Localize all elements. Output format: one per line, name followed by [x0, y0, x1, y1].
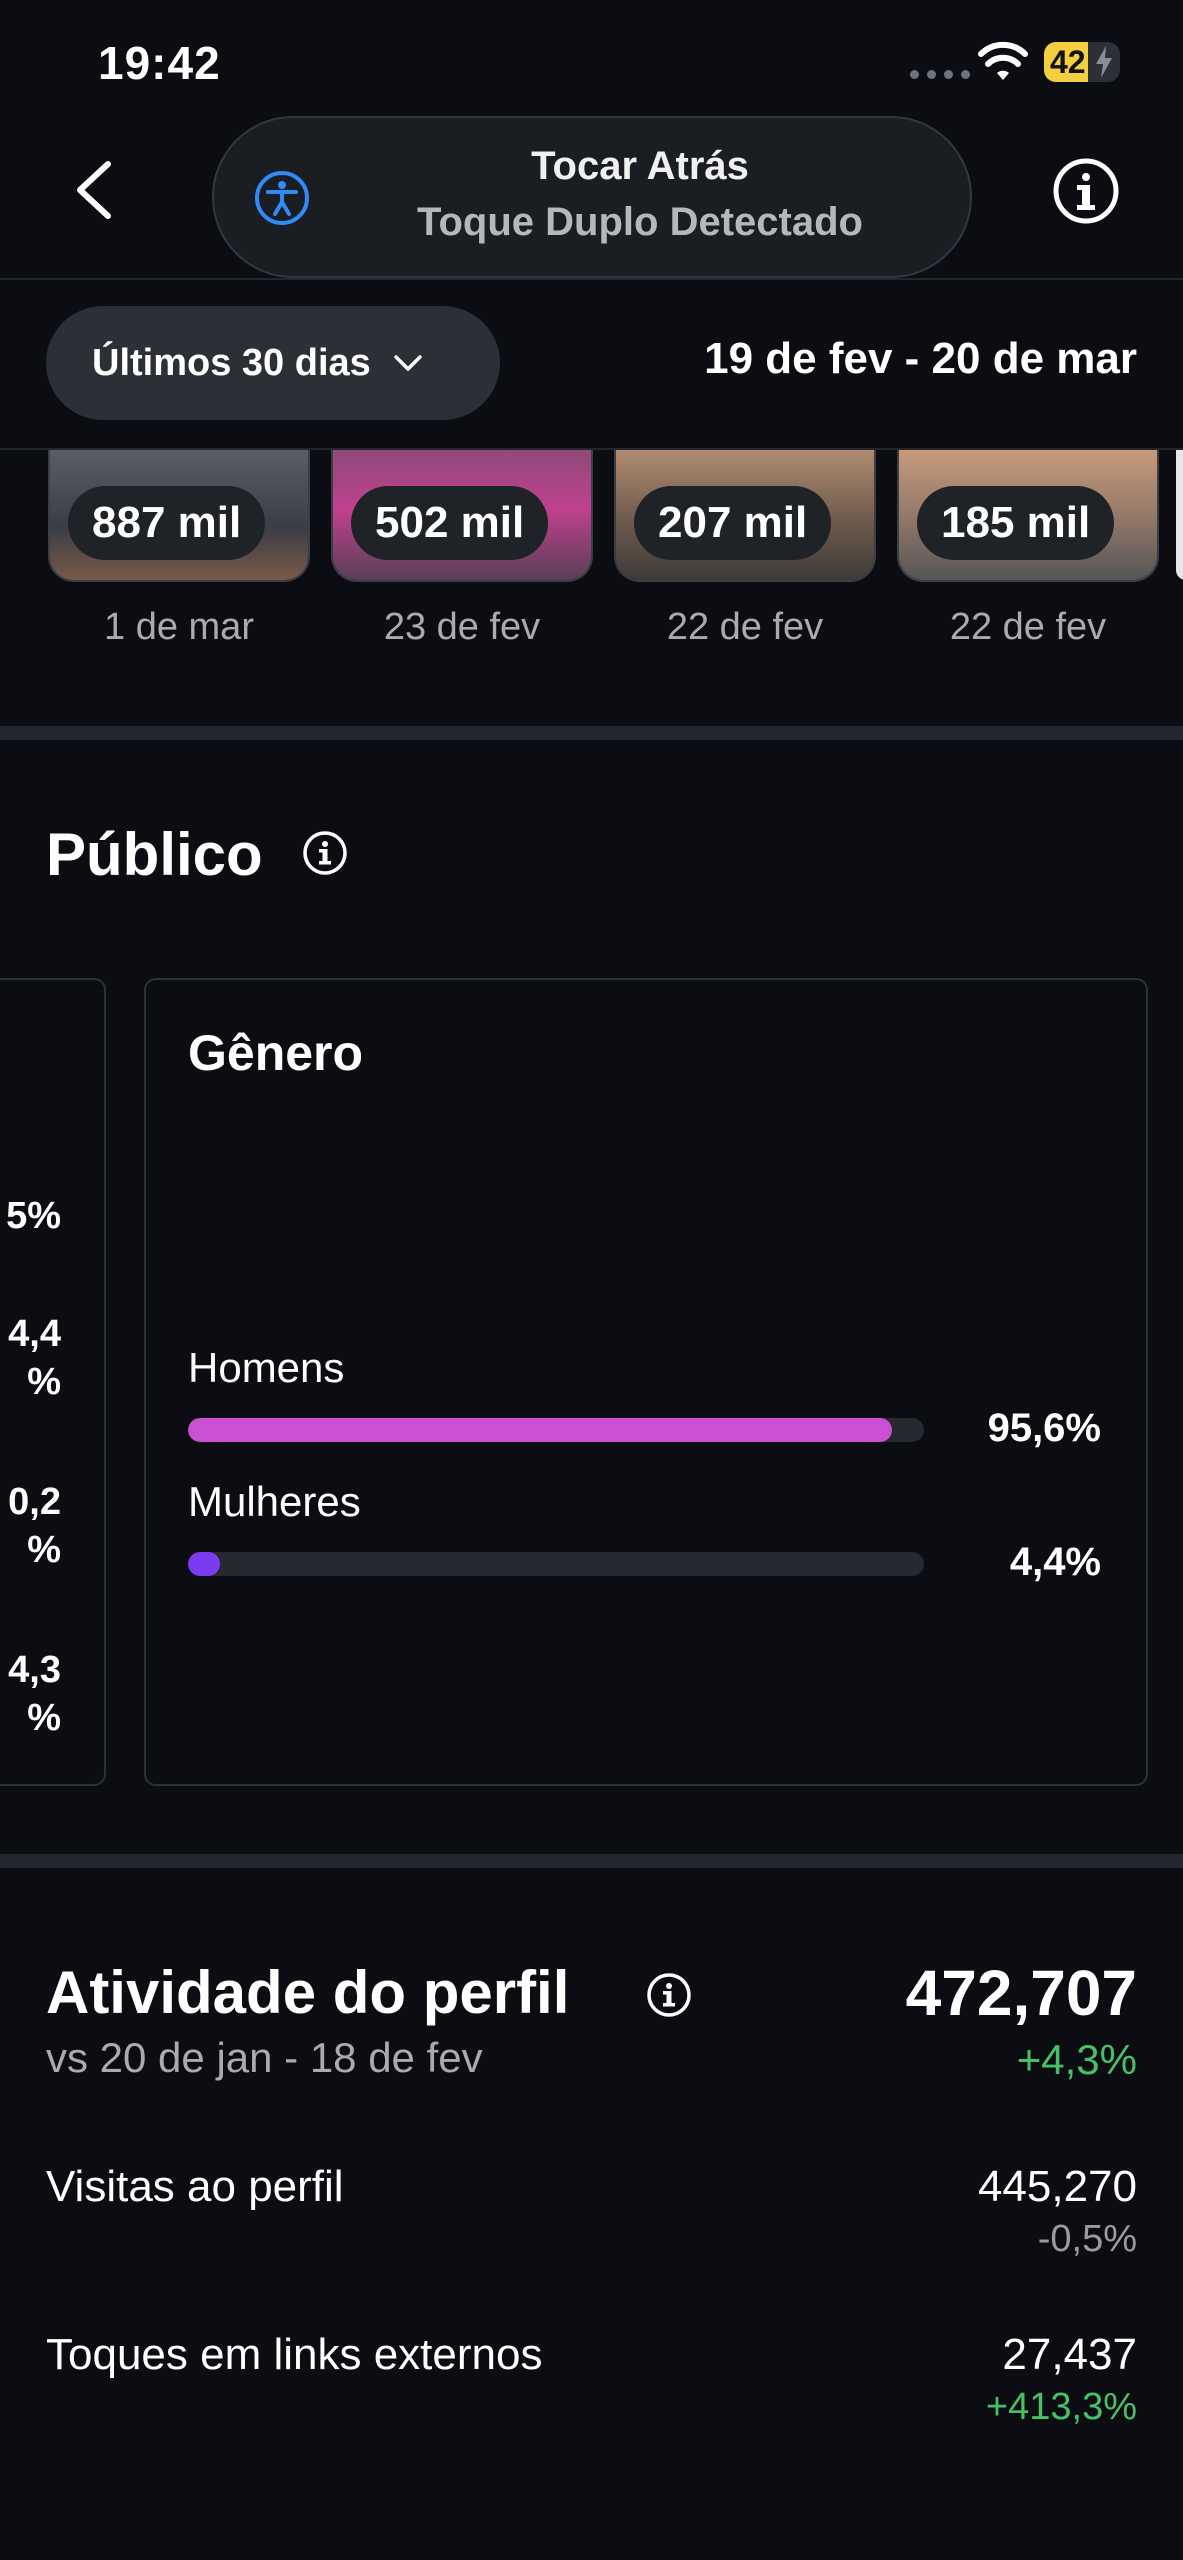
metric-value: 27,437 [1002, 2330, 1137, 2379]
total-value: 472,707 [905, 1957, 1137, 2029]
info-icon[interactable] [1052, 157, 1120, 225]
reel-thumbnail[interactable] [1176, 450, 1183, 580]
banner-subtitle: Toque Duplo Detectado [417, 200, 863, 244]
chevron-down-icon [394, 355, 422, 371]
date-range: 19 de fev - 20 de mar [704, 334, 1137, 383]
info-icon[interactable] [302, 830, 348, 876]
info-icon[interactable] [646, 1972, 692, 2018]
reel-view-count: 207 mil [634, 486, 832, 560]
total-change: +4,3% [1016, 2036, 1137, 2083]
reel-view-count: 502 mil [351, 486, 549, 560]
gender-bar-fill [188, 1552, 221, 1576]
divider [0, 448, 1183, 450]
banner-title: Tocar Atrás [531, 144, 749, 188]
wifi-icon [978, 41, 1028, 80]
reel-date: 22 de fev [666, 606, 824, 648]
reel-view-count: 887 mil [68, 486, 266, 560]
gender-bar-track [188, 1418, 924, 1442]
metric-change: +413,3% [985, 2386, 1137, 2428]
gender-bar-fill [188, 1418, 892, 1442]
metric-label: Toques em links externos [46, 2330, 543, 2379]
card-value: 4,4 [8, 1313, 61, 1355]
card-value: 0,2 [8, 1481, 61, 1523]
reel-date: 22 de fev [949, 606, 1107, 648]
status-time: 19:42 [98, 37, 221, 89]
card-value: % [27, 1529, 61, 1571]
compare-period: vs 20 de jan - 18 de fev [46, 2034, 483, 2081]
card-value: 4,3 [8, 1649, 61, 1691]
gender-label: Homens [188, 1344, 345, 1391]
gender-bar-track [188, 1552, 924, 1576]
accessibility-banner [212, 116, 972, 278]
gender-card[interactable] [144, 978, 1148, 1786]
card-value: 5% [6, 1195, 61, 1237]
reel-thumbnail[interactable]: 185 mil [897, 450, 1159, 582]
battery-level: 42 [1050, 44, 1086, 80]
reel-view-count: 185 mil [917, 486, 1115, 560]
gender-percent: 95,6% [987, 1406, 1101, 1450]
period-dropdown[interactable]: Últimos 30 dias [46, 306, 500, 420]
reel-date: 1 de mar [104, 606, 254, 648]
charging-bolt-icon [1096, 46, 1112, 78]
divider [0, 278, 1183, 280]
section-divider [0, 726, 1183, 740]
reel-thumbnail[interactable]: 502 mil [331, 450, 593, 582]
section-divider [0, 1854, 1183, 1868]
reel-thumbnail[interactable]: 887 mil [48, 450, 310, 582]
accessibility-icon [255, 171, 309, 225]
battery-icon: 42 [1044, 42, 1120, 82]
card-value: % [27, 1697, 61, 1739]
metric-value: 445,270 [977, 2162, 1137, 2211]
back-arrow-icon[interactable] [68, 158, 124, 222]
section-title: Público [46, 821, 263, 888]
metric-change: -0,5% [1037, 2218, 1137, 2260]
metric-label: Visitas ao perfil [46, 2162, 344, 2211]
cellular-signal-icon [910, 70, 970, 79]
card-title: Gênero [188, 1025, 364, 1081]
reel-date: 23 de fev [383, 606, 541, 648]
gender-label: Mulheres [188, 1478, 361, 1525]
period-label: Últimos 30 dias [92, 341, 371, 384]
card-value: % [27, 1361, 61, 1403]
section-title: Atividade do perfil [46, 1959, 570, 2026]
gender-percent: 4,4% [1009, 1540, 1101, 1584]
reel-thumbnail[interactable]: 207 mil [614, 450, 876, 582]
audience-card-partial[interactable] [0, 978, 106, 1786]
